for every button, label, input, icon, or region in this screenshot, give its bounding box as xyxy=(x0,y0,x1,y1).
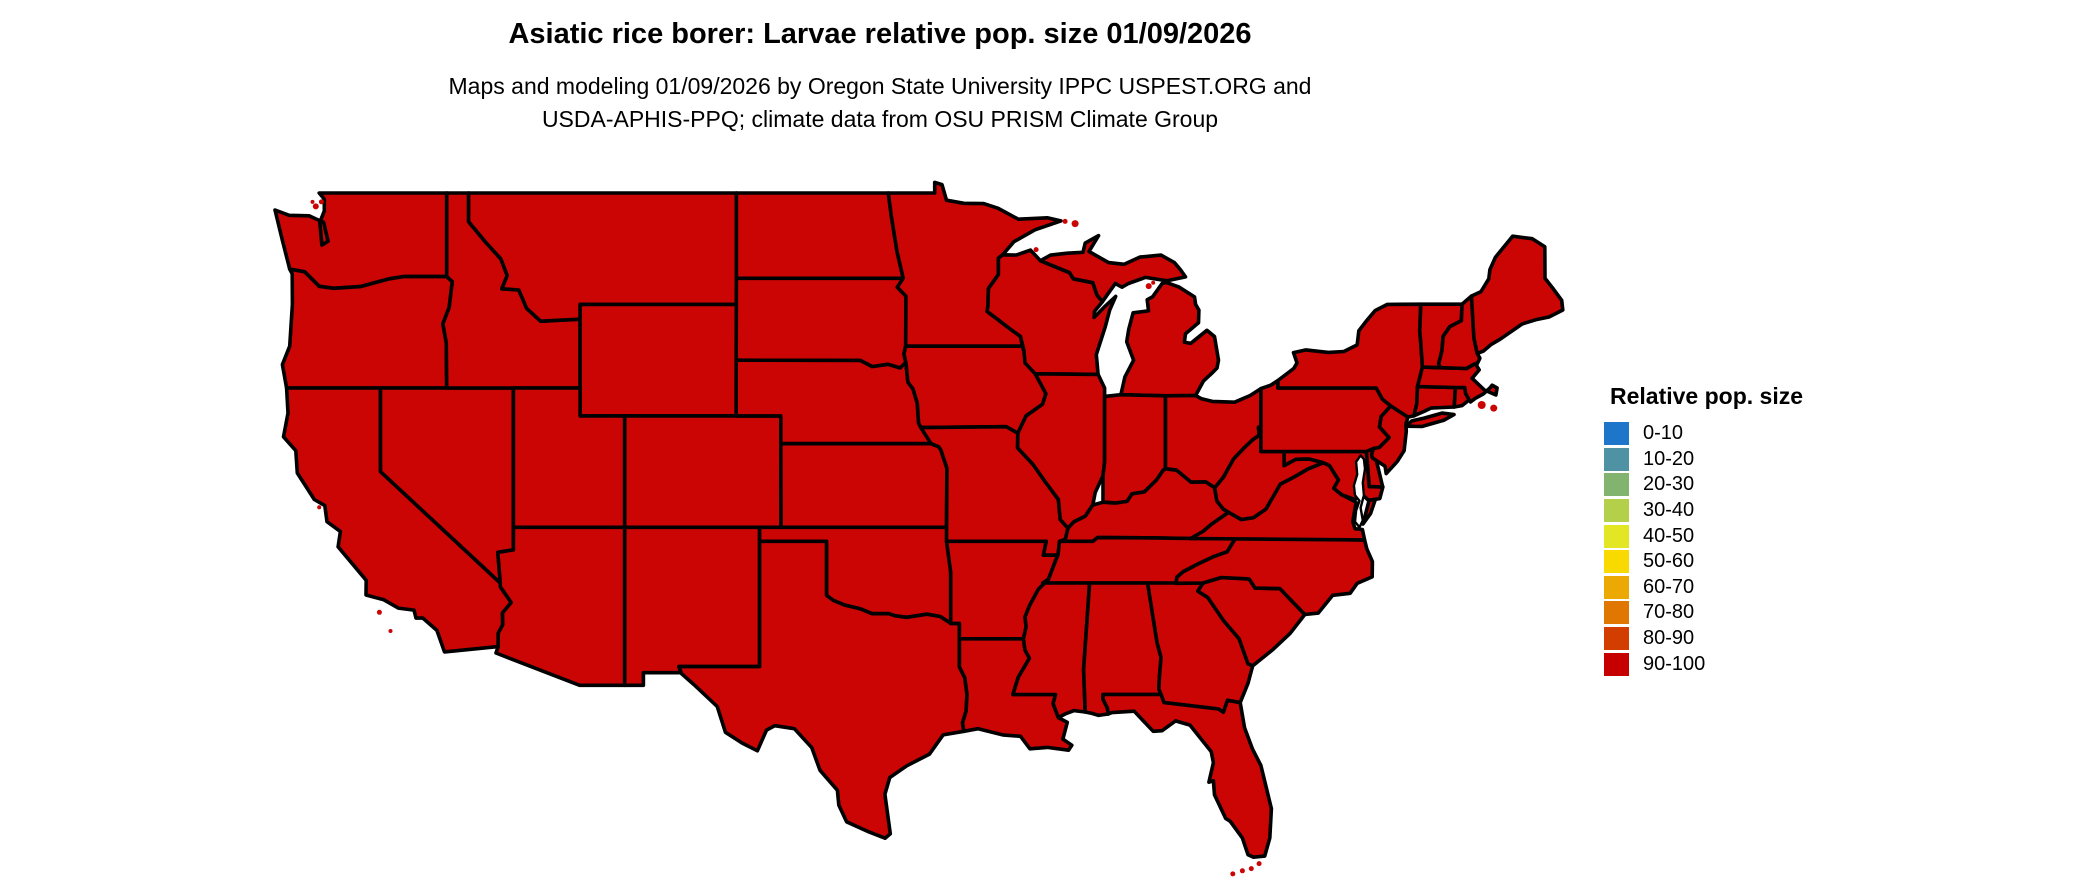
header: Asiatic rice borer: Larvae relative pop.… xyxy=(0,16,1760,136)
state-or xyxy=(280,267,455,390)
state-co xyxy=(622,414,783,530)
state-tx xyxy=(677,539,969,840)
legend-item-label: 20-30 xyxy=(1643,473,1695,496)
state-me xyxy=(1469,234,1565,356)
legend-item: 10-20 xyxy=(1604,447,1864,473)
state-wv xyxy=(1212,424,1326,522)
legend-item: 40-50 xyxy=(1604,523,1864,549)
state-sd xyxy=(734,276,908,370)
legend-item-label: 90-100 xyxy=(1643,652,1706,675)
legend-item-label: 40-50 xyxy=(1643,524,1695,547)
legend-item: 70-80 xyxy=(1604,600,1864,626)
legend-color-swatch xyxy=(1604,575,1629,599)
island-speck xyxy=(1256,861,1262,867)
state-az xyxy=(494,525,627,688)
state-fl xyxy=(1101,692,1274,859)
state-nd xyxy=(734,191,905,281)
state-mi xyxy=(1119,280,1221,398)
water-body xyxy=(1352,454,1367,529)
state-nc xyxy=(1174,536,1375,617)
legend-item: 80-90 xyxy=(1604,626,1864,652)
island-speck xyxy=(1062,218,1068,224)
island-speck xyxy=(1151,280,1156,285)
island-speck xyxy=(1239,868,1245,874)
island-speck xyxy=(1490,404,1498,412)
state-ny_li xyxy=(1404,411,1456,429)
island-speck xyxy=(376,609,382,615)
state-va_es xyxy=(1361,497,1378,526)
state-nm xyxy=(622,525,762,688)
state-wy xyxy=(578,302,739,418)
state-pa xyxy=(1259,378,1393,454)
legend-color-swatch xyxy=(1604,652,1629,676)
legend-color-swatch xyxy=(1604,627,1629,651)
legend-item: 20-30 xyxy=(1604,472,1864,498)
legend-color-swatch xyxy=(1604,524,1629,548)
legend-item-label: 60-70 xyxy=(1643,575,1695,598)
page-subtitle: Maps and modeling 01/09/2026 by Oregon S… xyxy=(0,70,1760,136)
legend-color-swatch xyxy=(1604,422,1629,446)
legend-color-swatch xyxy=(1604,550,1629,574)
legend-items: 0-10 10-20 20-30 30-40 40-50 50-60 60-70 70-80 8… xyxy=(1604,421,1864,677)
legend-item-label: 50-60 xyxy=(1643,550,1695,573)
legend-item: 90-100 xyxy=(1604,651,1864,677)
legend-color-swatch xyxy=(1604,447,1629,471)
legend-item: 30-40 xyxy=(1604,498,1864,524)
island-speck xyxy=(312,203,319,210)
state-ks xyxy=(779,441,949,530)
legend-item-label: 80-90 xyxy=(1643,627,1695,650)
island-speck xyxy=(1477,401,1486,409)
legend-color-swatch xyxy=(1604,499,1629,523)
legend-item-label: 70-80 xyxy=(1643,601,1695,624)
subtitle-line-2: USDA-APHIS-PPQ; climate data from OSU PR… xyxy=(541,106,1219,132)
legend-color-swatch xyxy=(1604,473,1629,497)
legend-item-label: 0-10 xyxy=(1643,422,1684,445)
state-ms xyxy=(1011,577,1092,720)
island-speck xyxy=(1230,871,1236,877)
legend-title: Relative pop. size xyxy=(1610,383,1804,409)
legend-item-label: 10-20 xyxy=(1643,447,1695,470)
island-speck xyxy=(1145,283,1152,290)
subtitle-line-1: Maps and modeling 01/09/2026 by Oregon S… xyxy=(448,73,1312,99)
island-speck xyxy=(310,199,315,204)
state-mi_up xyxy=(1038,233,1188,304)
legend-color-swatch xyxy=(1604,601,1629,625)
island-speck xyxy=(1033,247,1039,253)
state-ct xyxy=(1412,384,1458,418)
legend-item-label: 30-40 xyxy=(1643,499,1695,522)
island-speck xyxy=(1248,866,1254,872)
page-title: Asiatic rice borer: Larvae relative pop.… xyxy=(508,18,1252,50)
legend-item: 50-60 xyxy=(1604,549,1864,575)
legend-item: 0-10 xyxy=(1604,421,1864,447)
island-speck xyxy=(317,505,322,510)
island-speck xyxy=(318,199,324,205)
legend: Relative pop. size 0-10 10-20 20-30 30-40 40… xyxy=(1604,383,1864,677)
island-speck xyxy=(1071,220,1079,228)
island-speck xyxy=(388,629,393,633)
legend-item: 60-70 xyxy=(1604,575,1864,601)
